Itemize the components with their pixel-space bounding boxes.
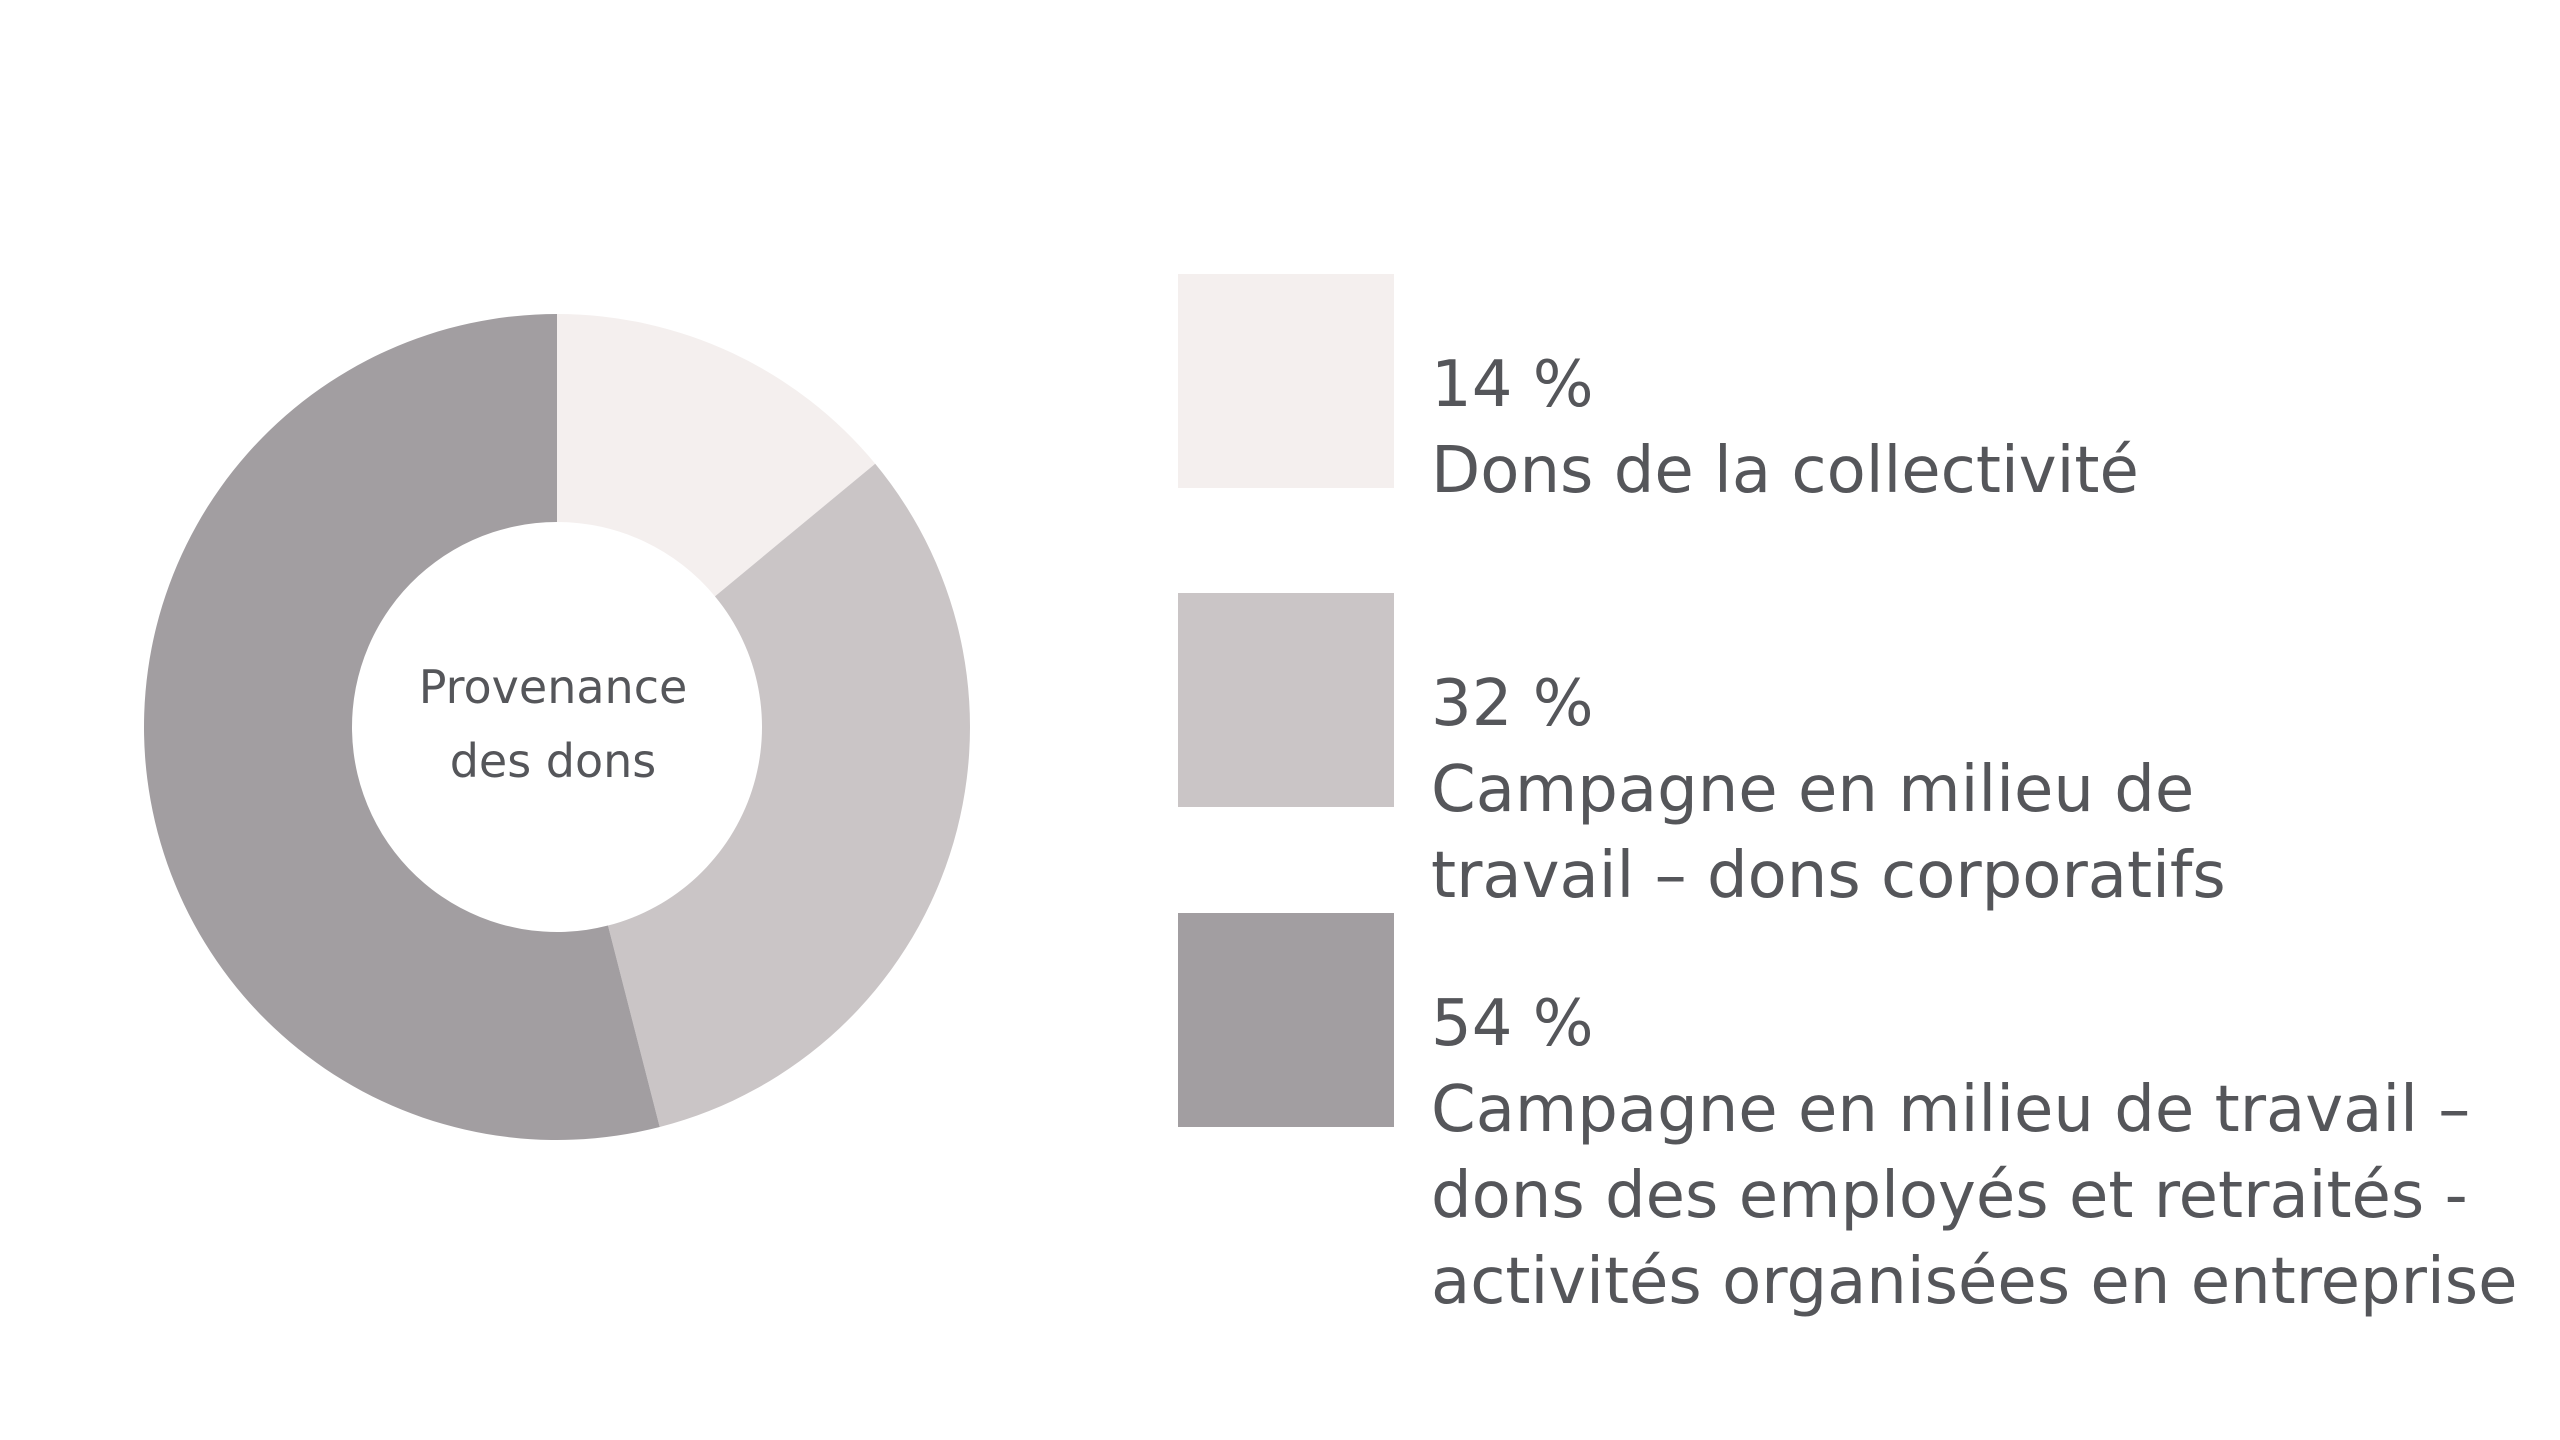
legend-label-line: activités organisées en entreprise xyxy=(1431,1245,2518,1319)
center-label-line-1: Provenance xyxy=(418,660,688,714)
donut-slice-employees xyxy=(144,314,660,1140)
donut-center-label: Provenance des dons xyxy=(353,650,753,810)
donut-slice-community xyxy=(557,314,876,597)
legend-label-line: Campagne en milieu de xyxy=(1431,753,2195,827)
legend-label-line: Campagne en milieu de travail – xyxy=(1431,1073,2471,1147)
donut-slice-corporate xyxy=(607,463,971,1128)
legend-label-line: travail – dons corporatifs xyxy=(1431,839,2226,913)
legend-label-line: Dons de la collectivité xyxy=(1431,434,2139,508)
legend-swatch-employees xyxy=(1178,913,1394,1127)
legend-percent: 32 % xyxy=(1431,667,1594,741)
legend-text-corporate: 32 % Campagne en milieu de travail – don… xyxy=(1431,661,2226,919)
legend-text-community: 14 % Dons de la collectivité xyxy=(1431,342,2139,514)
center-label-line-2: des dons xyxy=(449,734,657,788)
legend-swatch-community xyxy=(1178,274,1394,488)
legend-text-employees: 54 % Campagne en milieu de travail – don… xyxy=(1431,981,2517,1325)
legend-swatch-corporate xyxy=(1178,593,1394,807)
legend-label-line: dons des employés et retraités - xyxy=(1431,1159,2468,1233)
legend-percent: 54 % xyxy=(1431,987,1594,1061)
legend-percent: 14 % xyxy=(1431,348,1594,422)
